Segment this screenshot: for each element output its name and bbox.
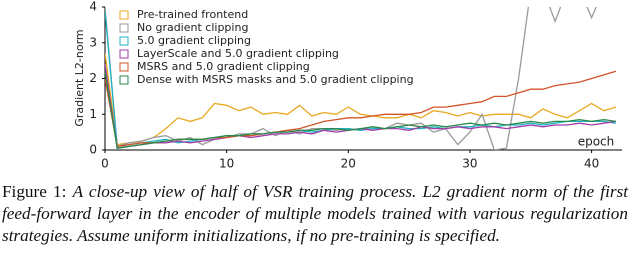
y-axis-label: Gradient L2-norm [73,29,86,126]
series-line [105,53,617,146]
legend-marker [119,10,129,20]
x-tick-label: 20 [341,157,356,171]
x-tick-label: 10 [219,157,234,171]
legend-marker [119,23,129,33]
legend-label: LayerScale and 5.0 gradient clipping [137,47,339,60]
legend-marker [119,75,129,85]
legend-marker [119,36,129,46]
series-line [105,10,616,148]
legend-label: No gradient clipping [137,21,248,34]
caption: Figure 1: A close-up view of half of VSR… [2,181,628,247]
x-axis-label: epoch [578,135,615,149]
y-tick-label: 1 [89,107,97,121]
caption-label: Figure 1: [2,182,67,201]
caption-text: A close-up view of half of VSR training … [2,182,628,245]
y-tick-label: 4 [89,0,97,14]
legend-label: Pre-trained frontend [137,8,248,21]
legend-label: Dense with MSRS masks and 5.0 gradient c… [137,73,414,86]
x-tick-label: 30 [462,157,477,171]
y-tick-label: 3 [89,35,97,49]
y-tick-label: 2 [89,71,97,85]
legend-label: 5.0 gradient clipping [137,34,251,47]
legend-marker [119,62,129,72]
x-tick-label: 40 [584,157,599,171]
legend-marker [119,49,129,59]
x-tick-label: 0 [101,157,109,171]
legend-label: MSRS and 5.0 gradient clipping [137,60,310,73]
series-line [105,71,616,149]
y-tick-label: 0 [89,143,97,157]
plot-area [105,7,617,150]
